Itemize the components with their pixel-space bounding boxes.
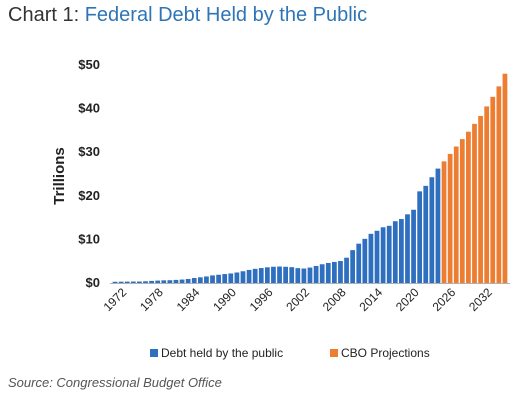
chart-title-main: Federal Debt Held by the Public <box>84 4 368 26</box>
bar-projection-2030 <box>478 116 483 283</box>
bar-projection-2029 <box>472 123 477 283</box>
legend-swatch <box>150 349 158 357</box>
bar-actual-1971 <box>118 281 124 283</box>
bar-actual-1984 <box>197 277 203 283</box>
bar-actual-1976 <box>149 280 154 283</box>
x-tick-label: 1996 <box>247 285 276 314</box>
bar-actual-1975 <box>143 281 148 283</box>
bar-projection-2025 <box>447 153 453 283</box>
bar-actual-2012 <box>368 233 374 283</box>
legend-label: CBO Projections <box>341 346 430 360</box>
bar-actual-2007 <box>338 261 343 283</box>
bar-projection-2027 <box>459 139 465 283</box>
bar-actual-1977 <box>155 280 161 283</box>
bar-actual-1974 <box>137 281 142 283</box>
bar-actual-2011 <box>362 238 368 283</box>
bar-projection-2032 <box>490 96 496 283</box>
bar-actual-2023 <box>435 168 441 283</box>
chart-title: Chart 1: Federal Debt Held by the Public <box>8 3 367 27</box>
x-tick-label: 1978 <box>137 285 166 314</box>
chart-title-prefix: Chart 1: <box>8 4 80 26</box>
bar-actual-2008 <box>344 257 349 283</box>
bar-actual-2021 <box>423 185 429 283</box>
bar-actual-1970 <box>112 281 118 283</box>
bar-actual-1987 <box>216 274 221 283</box>
bar-actual-2014 <box>380 227 386 283</box>
bar-actual-2004 <box>319 264 325 283</box>
bar-actual-1988 <box>222 274 228 283</box>
bar-actual-1982 <box>185 278 191 283</box>
bar-actual-2010 <box>356 243 362 283</box>
bar-actual-1998 <box>283 266 288 283</box>
bar-actual-2013 <box>374 230 380 283</box>
bar-actual-1995 <box>264 267 270 283</box>
y-tick-label: $10 <box>78 231 100 246</box>
x-tick-label: 1984 <box>174 285 203 314</box>
bar-actual-1991 <box>240 271 246 283</box>
bar-actual-1992 <box>246 269 252 283</box>
x-tick-label: 2002 <box>283 285 312 314</box>
x-tick-label: 2020 <box>393 285 422 314</box>
bar-actual-2015 <box>386 225 392 283</box>
bar-actual-1986 <box>210 275 215 283</box>
legend-label: Debt held by the public <box>161 346 283 360</box>
bar-actual-2019 <box>411 209 416 283</box>
bar-actual-1997 <box>277 266 282 283</box>
bar-actual-2016 <box>392 221 398 283</box>
bar-actual-2006 <box>331 261 337 283</box>
y-tick-label: $0 <box>86 275 100 290</box>
bar-actual-1981 <box>179 279 185 283</box>
bar-actual-2002 <box>307 267 313 283</box>
bar-actual-1978 <box>161 280 167 283</box>
debt-bar-chart: $0$10$20$30$40$50 1972 1978 1984 1990 1996 20… <box>51 57 510 360</box>
bar-projection-2024 <box>441 161 447 283</box>
legend-swatch <box>330 349 338 357</box>
bar-projection-2034 <box>502 73 508 283</box>
source-note: Source: Congressional Budget Office <box>8 375 222 390</box>
bar-actual-1989 <box>228 273 234 283</box>
bar-actual-2003 <box>313 265 319 283</box>
bar-actual-2009 <box>350 250 356 283</box>
bar-actual-1999 <box>289 267 295 283</box>
bar-actual-2005 <box>325 262 331 283</box>
bar-actual-2020 <box>417 191 423 283</box>
bar-actual-2001 <box>301 268 307 283</box>
legend: Debt held by the public CBO Projections <box>150 346 430 360</box>
bar-projection-2031 <box>484 106 490 283</box>
bar-actual-2017 <box>399 219 404 283</box>
y-tick-label: $20 <box>78 188 100 203</box>
y-tick-label: $30 <box>78 144 100 159</box>
x-tick-label: 2032 <box>466 285 495 314</box>
bar-actual-2022 <box>429 177 435 283</box>
x-axis-ticks: 1972 1978 1984 1990 1996 2002 2008 2014 2020 2026… <box>101 285 496 314</box>
bar-projection-2026 <box>453 146 459 283</box>
x-tick-label: 1972 <box>101 285 130 314</box>
bar-projection-2033 <box>496 86 502 283</box>
bar-actual-1990 <box>234 272 240 283</box>
y-axis-title: Trillions <box>51 147 68 205</box>
bar-projection-2028 <box>466 131 471 283</box>
bar-actual-1979 <box>167 280 173 283</box>
bar-actual-1985 <box>204 276 209 283</box>
x-tick-label: 2026 <box>430 285 459 314</box>
bar-actual-1972 <box>124 281 130 283</box>
y-tick-label: $50 <box>78 57 100 72</box>
bar-actual-1973 <box>130 281 136 283</box>
bar-actual-1983 <box>191 278 197 283</box>
y-axis-ticks: $0 $10 $20 $30 $40 $50 <box>78 57 100 290</box>
bar-actual-1994 <box>258 268 264 283</box>
bar-actual-1980 <box>173 279 179 283</box>
bar-actual-1993 <box>252 268 258 283</box>
bar-actual-2018 <box>405 214 410 283</box>
x-tick-label: 2014 <box>356 285 385 314</box>
x-tick-label: 2008 <box>320 285 349 314</box>
bar-group <box>112 73 508 283</box>
bar-actual-1996 <box>271 266 276 283</box>
x-tick-label: 1990 <box>210 285 239 314</box>
y-tick-label: $40 <box>78 101 100 116</box>
bar-actual-2000 <box>295 268 301 283</box>
